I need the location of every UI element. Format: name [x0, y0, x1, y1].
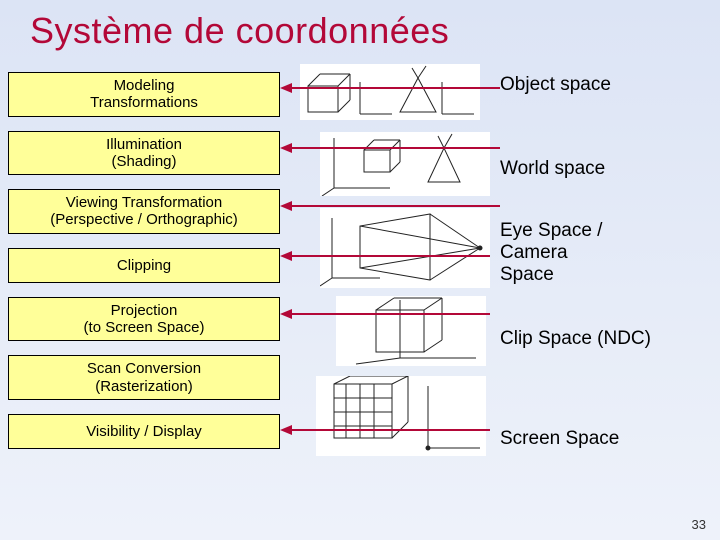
stage-label: Scan Conversion(Rasterization): [87, 360, 201, 394]
page-number: 33: [692, 517, 706, 532]
pipeline-column: ModelingTransformations Illumination(Sha…: [0, 52, 280, 512]
slide-title: Système de coordonnées: [0, 0, 720, 52]
content-area: ModelingTransformations Illumination(Sha…: [0, 52, 720, 512]
stage-label: Illumination(Shading): [106, 136, 182, 170]
stage-label: Viewing Transformation(Perspective / Ort…: [50, 194, 238, 228]
diagram-eye: [320, 208, 490, 288]
diagram-world: [320, 132, 490, 196]
space-label: Screen Space: [500, 428, 619, 450]
space-label: Object space: [500, 74, 611, 96]
stage-modeling: ModelingTransformations: [8, 72, 280, 117]
space-label: World space: [500, 158, 605, 180]
stage-scanconv: Scan Conversion(Rasterization): [8, 355, 280, 400]
stage-illumination: Illumination(Shading): [8, 131, 280, 176]
stage-label: ModelingTransformations: [90, 77, 198, 111]
diagram-clip: [336, 296, 486, 366]
diagram-object: [300, 64, 480, 120]
diagram-column: [280, 52, 500, 512]
stage-visibility: Visibility / Display: [8, 414, 280, 449]
space-label: Clip Space (NDC): [500, 328, 651, 350]
stage-label: Clipping: [117, 257, 171, 274]
stage-clipping: Clipping: [8, 248, 280, 283]
stage-projection: Projection(to Screen Space): [8, 297, 280, 342]
stage-label: Projection(to Screen Space): [84, 302, 205, 336]
space-label: Eye Space /CameraSpace: [500, 220, 602, 286]
space-labels-column: Object space World space Eye Space /Camera…: [500, 52, 712, 512]
stage-viewing: Viewing Transformation(Perspective / Ort…: [8, 189, 280, 234]
stage-label: Visibility / Display: [86, 423, 202, 440]
diagram-screen: [316, 376, 486, 456]
